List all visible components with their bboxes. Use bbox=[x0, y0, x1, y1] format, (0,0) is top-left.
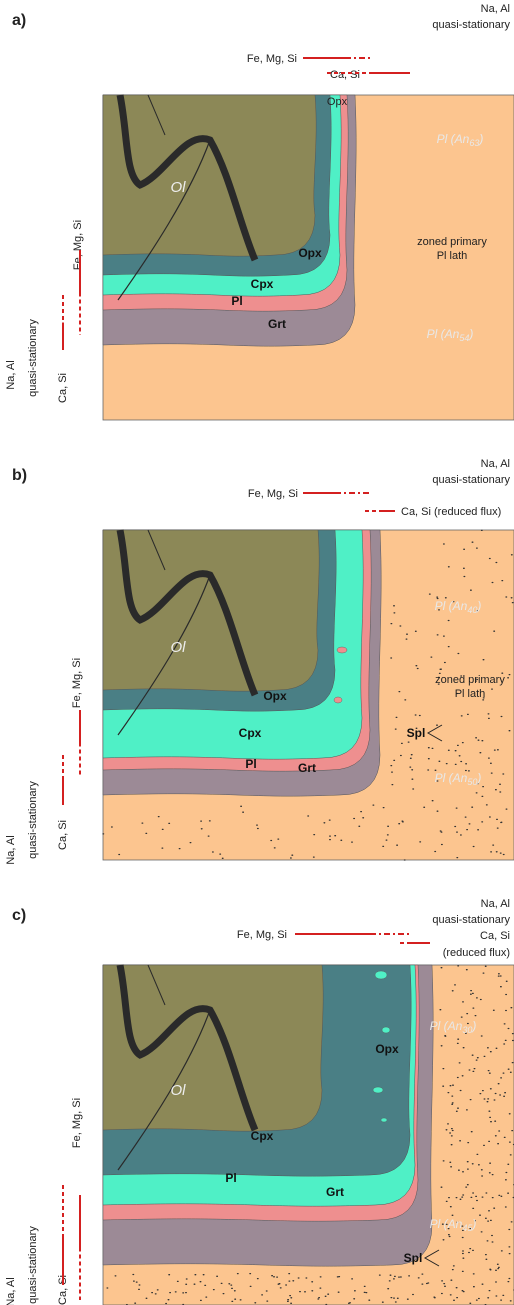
mineral-label: Spl bbox=[407, 726, 426, 740]
panel-label: a) bbox=[12, 12, 26, 29]
anorthite-subscript: 50 bbox=[467, 777, 477, 787]
mineral-label: Cpx bbox=[251, 1129, 274, 1143]
mineral-label: Ol bbox=[171, 179, 187, 196]
mineral-label: Ol bbox=[171, 639, 187, 656]
side-flux-label: Na, Al bbox=[5, 360, 17, 389]
side-flux-label: Fe, Mg, Si bbox=[72, 220, 84, 270]
cpx-blob bbox=[375, 971, 387, 979]
mineral-label: Grt bbox=[268, 317, 286, 331]
side-flux-label: quasi-stationary bbox=[27, 1226, 39, 1304]
figure: a) Na, Al quasi-stationary Fe, Mg, Si Ca, Si… bbox=[0, 0, 514, 1305]
mineral-label: Opx bbox=[327, 96, 348, 108]
mineral-label: Pl bbox=[225, 1171, 236, 1185]
anorthite-subscript: 40 bbox=[467, 605, 477, 615]
plagioclase-text: Pl (An bbox=[435, 771, 468, 785]
flux-label: Ca, Si bbox=[330, 69, 360, 81]
mineral-label: Cpx bbox=[239, 726, 262, 740]
flux-label: Fe, Mg, Si bbox=[237, 929, 287, 941]
flux-note: Na, Al bbox=[481, 458, 510, 470]
zoned-label: zoned primary bbox=[435, 674, 505, 686]
plagioclase-text: Pl (An bbox=[430, 1217, 463, 1231]
flux-note: quasi-stationary bbox=[432, 19, 510, 31]
flux-note: Na, Al bbox=[481, 3, 510, 15]
pl-blob bbox=[334, 697, 342, 703]
plagioclase-text: Pl (An bbox=[435, 599, 468, 613]
mineral-label: Ol bbox=[171, 1082, 187, 1099]
mineral-label: Opx bbox=[298, 246, 322, 260]
side-flux-label: Na, Al bbox=[5, 1277, 17, 1305]
flux-label: Ca, Si bbox=[480, 930, 510, 942]
flux-note: quasi-stationary bbox=[432, 474, 510, 486]
cpx-blob bbox=[373, 1087, 383, 1093]
side-flux-label: Fe, Mg, Si bbox=[71, 1098, 83, 1148]
mineral-label: Spl bbox=[404, 1251, 423, 1265]
flux-label: Ca, Si (reduced flux) bbox=[401, 506, 501, 518]
flux-note: Na, Al bbox=[481, 898, 510, 910]
mineral-label: Grt bbox=[326, 1185, 344, 1199]
mineral-label: Opx bbox=[375, 1042, 399, 1056]
cpx-blob bbox=[381, 1118, 387, 1122]
flux-label: (reduced flux) bbox=[443, 947, 510, 959]
mineral-label: Grt bbox=[298, 761, 316, 775]
plagioclase-text: Pl (An bbox=[437, 132, 470, 146]
zoned-label: Pl lath bbox=[455, 688, 486, 700]
panel-label: c) bbox=[12, 907, 26, 924]
mineral-label: Opx bbox=[263, 689, 287, 703]
zoned-label: Pl lath bbox=[437, 250, 468, 262]
side-flux-label: Ca, Si bbox=[57, 820, 69, 850]
mineral-label: Pl bbox=[231, 294, 242, 308]
flux-label: Fe, Mg, Si bbox=[247, 53, 297, 65]
mineral-label: Pl bbox=[245, 757, 256, 771]
cpx-blob bbox=[382, 1027, 390, 1033]
flux-label: Fe, Mg, Si bbox=[248, 488, 298, 500]
side-flux-label: Na, Al bbox=[5, 835, 17, 864]
plagioclase-text: Pl (An bbox=[427, 327, 460, 341]
side-flux-label: Ca, Si bbox=[57, 373, 69, 403]
pl-blob bbox=[337, 647, 347, 653]
mineral-label: Cpx bbox=[251, 277, 274, 291]
side-flux-label: quasi-stationary bbox=[27, 781, 39, 859]
side-flux-label: quasi-stationary bbox=[27, 319, 39, 397]
anorthite-subscript: 54 bbox=[459, 333, 469, 343]
plagioclase-text: Pl (An bbox=[430, 1019, 463, 1033]
side-flux-label: Fe, Mg, Si bbox=[71, 658, 83, 708]
anorthite-subscript: 30 bbox=[462, 1025, 472, 1035]
zoned-label: zoned primary bbox=[417, 236, 487, 248]
flux-note: quasi-stationary bbox=[432, 914, 510, 926]
anorthite-subscript: 63 bbox=[469, 138, 479, 148]
panel-label: b) bbox=[12, 467, 27, 484]
